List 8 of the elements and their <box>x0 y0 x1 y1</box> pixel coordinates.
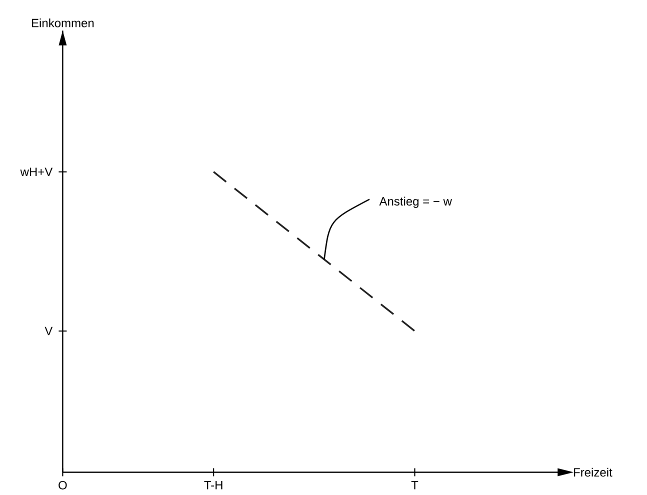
text: V <box>44 326 53 336</box>
x-tick-label: T-H <box>204 480 222 490</box>
x-axis-title: Freizeit <box>574 468 612 477</box>
text: Einkommen <box>32 18 94 28</box>
x-tick-label: O <box>58 480 67 490</box>
text: wH+V <box>20 168 53 176</box>
x-tick-label: T <box>411 480 418 490</box>
annotation: Anstieg = − w <box>379 196 452 208</box>
